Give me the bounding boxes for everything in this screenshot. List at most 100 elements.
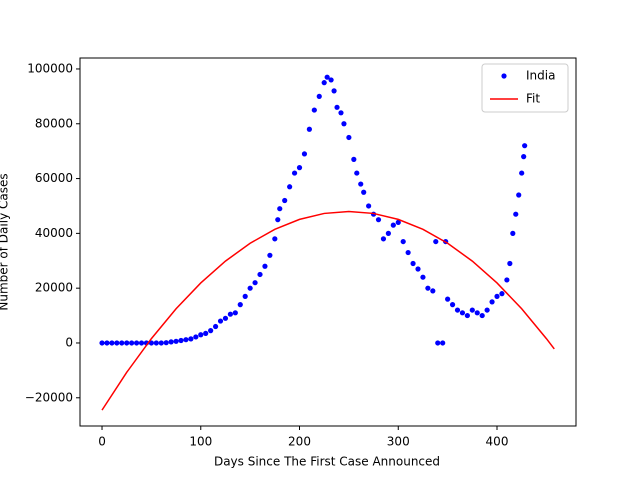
data-point: [454, 307, 461, 313]
x-tick-label: 400: [486, 435, 509, 449]
data-point: [267, 252, 273, 258]
data-point: [198, 332, 204, 338]
data-point: [119, 340, 125, 346]
data-point: [405, 249, 411, 256]
data-point: [99, 340, 105, 346]
data-point: [459, 310, 466, 316]
data-point: [188, 336, 194, 342]
data-point: [440, 340, 446, 346]
data-point: [208, 328, 214, 334]
data-point: [433, 238, 439, 245]
data-point: [445, 296, 451, 302]
x-tick-label: 200: [288, 435, 311, 449]
data-point: [301, 151, 308, 157]
data-point: [227, 311, 233, 317]
data-point: [129, 340, 135, 346]
data-point: [109, 340, 115, 346]
data-point: [380, 236, 387, 242]
data-point: [306, 126, 312, 132]
data-point: [183, 337, 189, 343]
data-point: [519, 170, 525, 176]
data-point: [420, 274, 426, 280]
data-point: [124, 340, 130, 346]
data-point: [296, 165, 303, 171]
y-tick-label: 80000: [35, 116, 73, 130]
data-point: [331, 88, 337, 94]
data-point: [232, 310, 238, 316]
data-point: [516, 192, 522, 198]
data-point: [277, 206, 283, 212]
x-tick-label: 100: [189, 435, 212, 449]
data-point: [361, 189, 367, 195]
data-point: [163, 340, 169, 346]
data-point: [291, 170, 298, 176]
data-point: [222, 315, 229, 321]
data-point: [133, 340, 140, 346]
data-point: [425, 285, 431, 291]
data-point: [168, 339, 174, 345]
y-tick-label: 20000: [35, 281, 73, 295]
data-point: [430, 288, 436, 294]
data-point: [242, 293, 248, 299]
data-point: [385, 230, 391, 236]
y-tick-label: 40000: [35, 226, 73, 240]
data-point: [153, 340, 159, 346]
data-point: [311, 107, 317, 113]
data-point: [390, 222, 396, 228]
legend-marker: [501, 73, 507, 79]
data-point: [252, 280, 258, 286]
data-point: [272, 236, 278, 242]
x-tick-label: 0: [98, 435, 106, 449]
data-point: [257, 271, 263, 278]
data-point: [282, 197, 288, 204]
data-point: [316, 93, 322, 99]
data-point: [521, 154, 527, 160]
plot-frame: [79, 57, 577, 427]
legend-label: India: [526, 69, 555, 83]
data-point: [338, 110, 344, 116]
y-tick-label: −20000: [25, 390, 73, 404]
data-point: [237, 302, 243, 308]
data-point: [148, 340, 154, 346]
data-point: [513, 211, 519, 217]
data-point: [287, 184, 293, 190]
data-point: [469, 307, 475, 313]
data-point: [435, 340, 441, 346]
fit-line: [101, 210, 555, 411]
data-point: [449, 302, 456, 308]
data-point: [328, 77, 334, 83]
data-point: [247, 285, 253, 291]
data-point: [358, 181, 364, 187]
data-point: [375, 217, 382, 223]
data-point: [173, 338, 179, 344]
data-point: [158, 340, 164, 346]
y-tick-label: 100000: [27, 61, 73, 75]
data-point: [395, 219, 401, 226]
data-point: [507, 260, 513, 267]
data-point: [479, 312, 485, 319]
data-point: [510, 230, 516, 236]
data-point: [324, 74, 330, 80]
data-point: [341, 121, 347, 127]
data-point: [138, 340, 145, 346]
data-point: [203, 330, 209, 336]
data-point: [351, 156, 357, 162]
data-point: [400, 238, 406, 245]
data-point: [366, 203, 372, 209]
data-point: [334, 104, 340, 110]
data-point: [494, 293, 500, 299]
data-point: [415, 266, 421, 272]
data-point: [484, 307, 490, 313]
data-point: [499, 291, 505, 297]
data-point: [522, 143, 528, 149]
data-point: [193, 334, 199, 340]
data-point: [262, 263, 268, 269]
data-point: [178, 337, 184, 344]
data-point: [321, 80, 327, 86]
x-tick-label: 300: [387, 435, 410, 449]
data-point: [474, 310, 480, 316]
data-point: [464, 312, 470, 319]
legend-label: Fit: [526, 92, 540, 106]
data-point: [354, 170, 360, 176]
